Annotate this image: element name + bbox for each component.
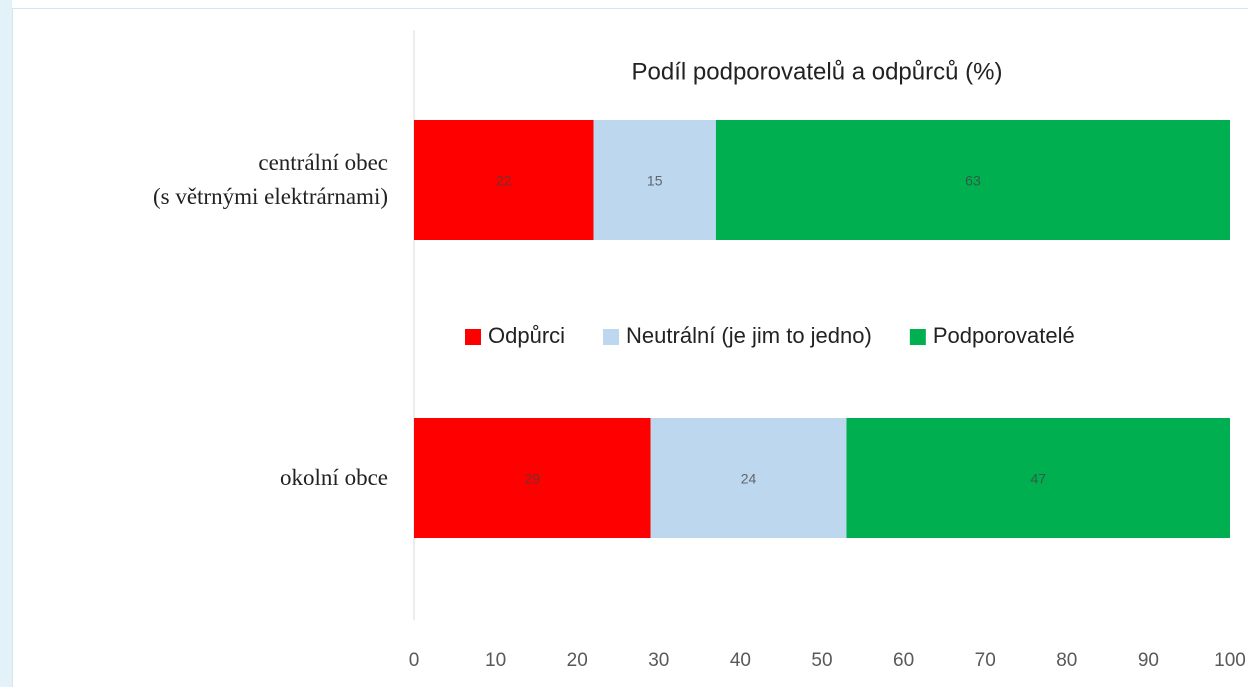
x-tick-label: 40 xyxy=(730,650,751,671)
legend-label: Neutrální (je jim to jedno) xyxy=(626,323,872,348)
legend-swatch xyxy=(909,329,926,345)
bar-segment xyxy=(846,418,1230,538)
bar-segment xyxy=(414,120,594,240)
bar-segment xyxy=(414,418,651,538)
data-label: 29 xyxy=(525,471,541,487)
bar-segment xyxy=(715,120,1230,240)
category-label: okolní obce xyxy=(280,465,388,490)
x-tick-label: 10 xyxy=(485,650,506,671)
x-tick-label: 90 xyxy=(1138,650,1159,671)
side-strip xyxy=(0,0,12,687)
bar-segment xyxy=(593,120,716,240)
legend-swatch xyxy=(603,329,620,345)
chart-title: Podíl podporovatelů a odpůrců (%) xyxy=(632,58,1003,85)
legend-swatch xyxy=(465,329,481,345)
x-tick-label: 50 xyxy=(811,650,832,671)
data-label: 47 xyxy=(1030,471,1046,487)
x-tick-label: 20 xyxy=(567,650,588,671)
x-tick-label: 60 xyxy=(893,650,914,671)
data-label: 22 xyxy=(496,173,512,189)
data-label: 24 xyxy=(741,471,757,487)
bar-segment xyxy=(650,418,847,538)
legend-label: Odpůrci xyxy=(488,323,565,348)
x-tick-label: 100 xyxy=(1214,650,1246,671)
data-label: 63 xyxy=(965,173,981,189)
x-tick-label: 80 xyxy=(1056,650,1077,671)
x-tick-label: 0 xyxy=(409,650,420,671)
category-label: centrální obec (s větrnými elektrárnami) xyxy=(152,150,388,209)
x-tick-label: 30 xyxy=(648,650,669,671)
frame xyxy=(12,8,1248,687)
x-tick-label: 70 xyxy=(975,650,996,671)
data-label: 15 xyxy=(647,173,663,189)
legend-label: Podporovatelé xyxy=(933,323,1075,348)
